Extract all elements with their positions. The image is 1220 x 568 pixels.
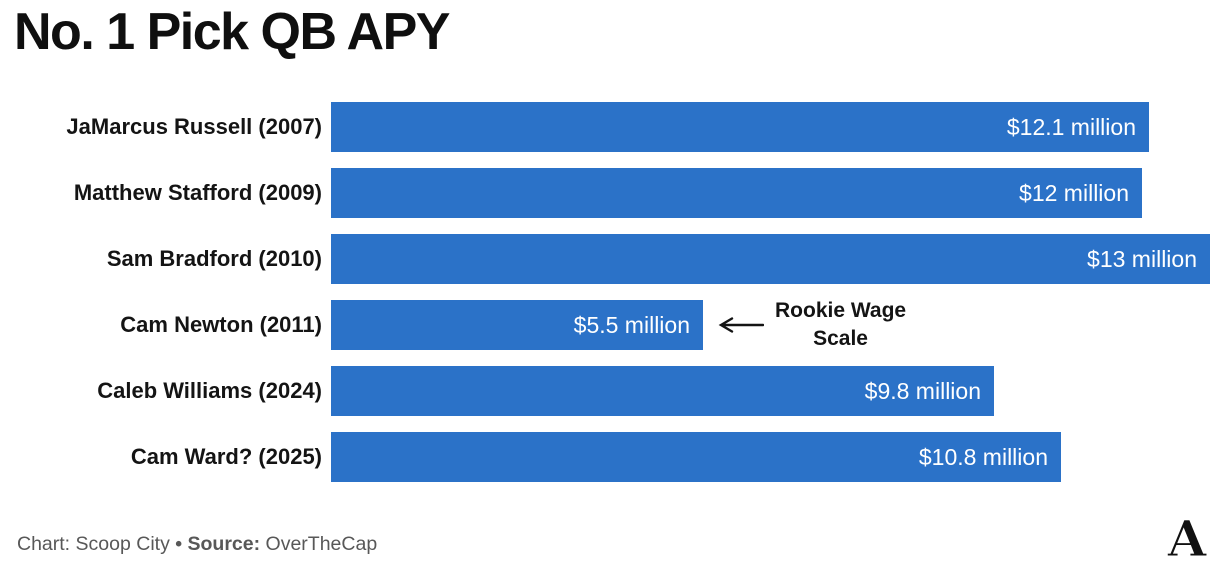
source-label: Source: bbox=[187, 533, 261, 555]
bar-category-label: JaMarcus Russell (2007) bbox=[66, 114, 322, 139]
the-athletic-logo: A A bbox=[1166, 514, 1208, 562]
annotation-text: Rookie Wage Scale bbox=[775, 297, 906, 352]
bar: $10.8 million bbox=[331, 432, 1061, 482]
svg-text:A: A bbox=[1167, 514, 1208, 562]
left-arrow-icon bbox=[718, 317, 764, 333]
bar: $5.5 million bbox=[331, 300, 703, 350]
bar: $12 million bbox=[331, 168, 1142, 218]
bar-value-label: $13 million bbox=[1087, 245, 1197, 272]
bar-value-label: $12.1 million bbox=[1006, 113, 1136, 140]
chart-row: Cam Ward? (2025) $10.8 million bbox=[0, 424, 1220, 490]
bar-value-label: $12 million bbox=[1019, 179, 1129, 206]
svg-text:A: A bbox=[1167, 514, 1208, 562]
chart-row: Caleb Williams (2024) $9.8 million bbox=[0, 358, 1220, 424]
annotation: Rookie Wage Scale bbox=[717, 292, 906, 358]
chart-row: Cam Newton (2011) $5.5 million Rookie Wage… bbox=[0, 292, 1220, 358]
bar: $13 million bbox=[331, 234, 1210, 284]
chart-credit-value: Scoop City bbox=[75, 533, 170, 555]
bar-value-label: $9.8 million bbox=[864, 377, 981, 404]
bar-category-label: Cam Ward? (2025) bbox=[130, 444, 322, 469]
chart-row: Matthew Stafford (2009) $12 million bbox=[0, 160, 1220, 226]
chart-row: JaMarcus Russell (2007) $12.1 million bbox=[0, 94, 1220, 160]
bar-chart: JaMarcus Russell (2007) $12.1 million Matt… bbox=[0, 94, 1220, 490]
bar-category-label: Sam Bradford (2010) bbox=[106, 246, 322, 271]
bar-value-label: $10.8 million bbox=[918, 443, 1048, 470]
bar-category-label: Cam Newton (2011) bbox=[120, 312, 322, 337]
bar: $9.8 million bbox=[331, 366, 994, 416]
bar-category-label: Matthew Stafford (2009) bbox=[73, 180, 322, 205]
bar-value-label: $5.5 million bbox=[573, 311, 690, 338]
attribution: Chart: Scoop City • Source: OverTheCap bbox=[17, 533, 377, 556]
annotation-line: Scale bbox=[813, 327, 868, 350]
bar-category-label: Caleb Williams (2024) bbox=[97, 378, 322, 403]
bar: $12.1 million bbox=[331, 102, 1149, 152]
separator-dot: • bbox=[175, 533, 183, 555]
chart-title: No. 1 Pick QB APY bbox=[14, 3, 450, 61]
chart-row: Sam Bradford (2010) $13 million bbox=[0, 226, 1220, 292]
chart-footer: Chart: Scoop City • Source: OverTheCap A… bbox=[17, 514, 1208, 564]
annotation-line: Rookie Wage bbox=[775, 299, 907, 323]
source-value: OverTheCap bbox=[265, 533, 378, 555]
chart-credit-label: Chart: bbox=[17, 533, 71, 555]
